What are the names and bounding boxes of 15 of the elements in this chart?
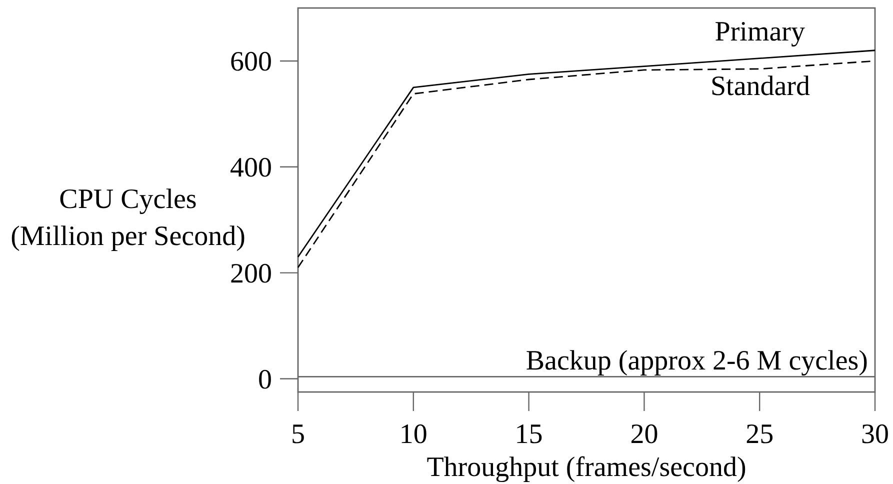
x-tick-label: 25	[746, 419, 774, 450]
series-label: Primary	[714, 16, 805, 48]
x-tick-label: 15	[514, 419, 543, 450]
x-tick-label: 5	[291, 419, 305, 450]
series-label: Backup (approx 2-6 M cycles)	[526, 346, 868, 377]
y-tick-label: 600	[230, 46, 272, 78]
series-label: Standard	[710, 70, 810, 102]
x-tick-label: 20	[630, 419, 658, 450]
y-tick-label: 0	[258, 364, 272, 396]
y-tick-label: 200	[230, 258, 272, 290]
y-tick-label: 400	[230, 152, 272, 184]
y-axis-title: CPU Cycles (Million per Second)	[10, 184, 246, 252]
x-tick-label: 30	[861, 419, 889, 450]
x-axis-title: Throughput (frames/second)	[426, 452, 746, 483]
x-tick-label: 10	[399, 419, 428, 450]
